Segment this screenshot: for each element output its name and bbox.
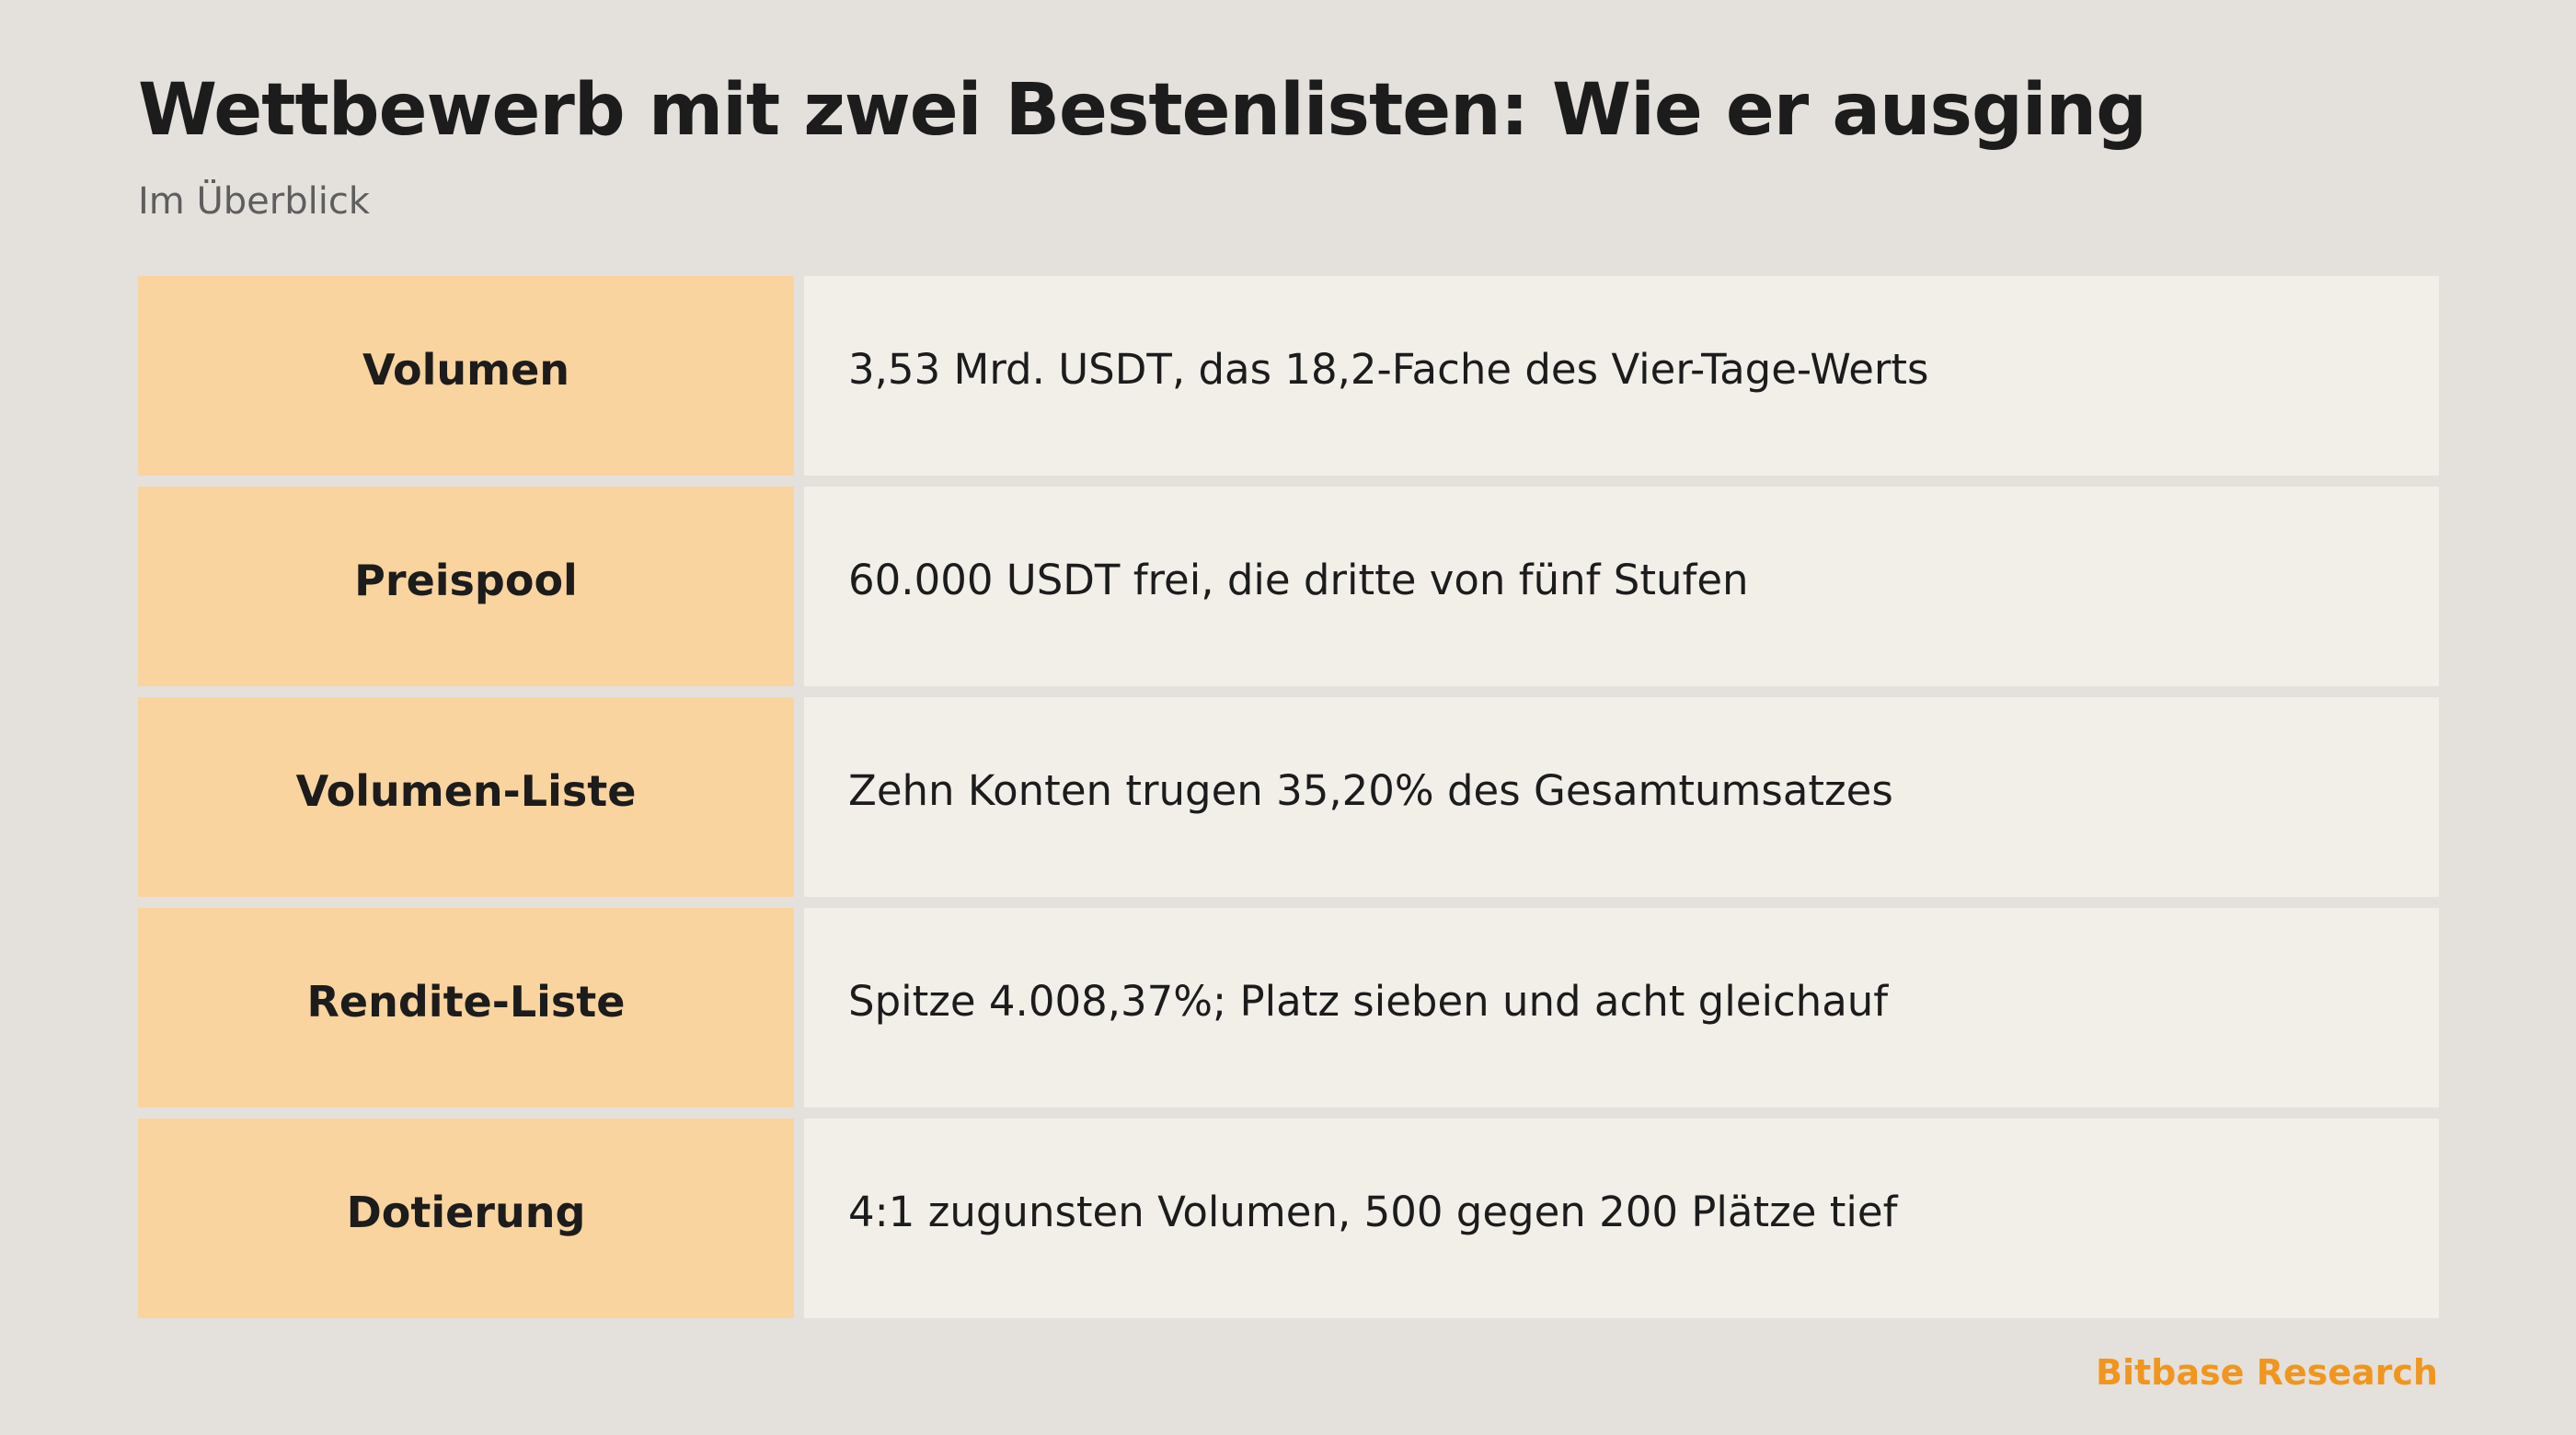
table-row: Volumen 3,53 Mrd. USDT, das 18,2-Fache d…: [138, 276, 2439, 476]
row-label: Rendite-Liste: [138, 908, 794, 1108]
row-label: Volumen-Liste: [138, 697, 794, 897]
table-row: Rendite-Liste Spitze 4.008,37%; Platz si…: [138, 908, 2439, 1108]
table-row: Dotierung 4:1 zugunsten Volumen, 500 geg…: [138, 1119, 2439, 1318]
summary-table: Volumen 3,53 Mrd. USDT, das 18,2-Fache d…: [138, 276, 2439, 1318]
table-row: Volumen-Liste Zehn Konten trugen 35,20% …: [138, 697, 2439, 897]
row-value: Spitze 4.008,37%; Platz sieben und acht …: [804, 908, 2439, 1108]
row-label: Dotierung: [138, 1119, 794, 1318]
row-value: 3,53 Mrd. USDT, das 18,2-Fache des Vier-…: [804, 276, 2439, 476]
row-value: 60.000 USDT frei, die dritte von fünf St…: [804, 487, 2439, 686]
row-label: Volumen: [138, 276, 794, 476]
row-value: 4:1 zugunsten Volumen, 500 gegen 200 Plä…: [804, 1119, 2439, 1318]
page-title: Wettbewerb mit zwei Bestenlisten: Wie er…: [138, 69, 2147, 152]
row-label: Preispool: [138, 487, 794, 686]
row-value: Zehn Konten trugen 35,20% des Gesamtumsa…: [804, 697, 2439, 897]
table-row: Preispool 60.000 USDT frei, die dritte v…: [138, 487, 2439, 686]
page-subtitle: Im Überblick: [138, 180, 370, 223]
brand-footer: Bitbase Research: [2095, 1352, 2438, 1393]
